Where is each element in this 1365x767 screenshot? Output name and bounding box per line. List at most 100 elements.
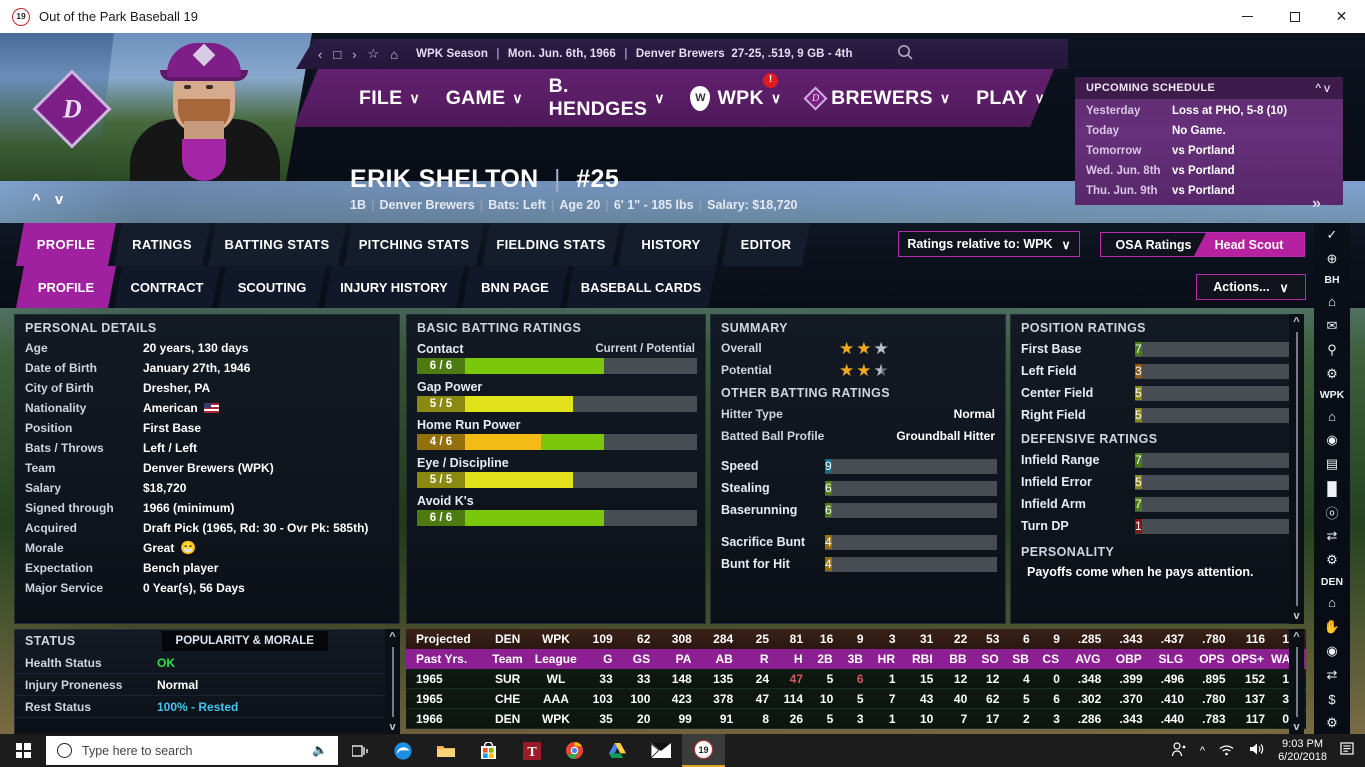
mail-icon[interactable] bbox=[639, 734, 682, 767]
tab-history[interactable]: HISTORY bbox=[618, 223, 724, 266]
stats-cell: .780 bbox=[1202, 632, 1226, 646]
schedule-row[interactable]: Thu. Jun. 9th vs Portland bbox=[1086, 181, 1336, 201]
trade-icon[interactable]: ⇄ bbox=[1326, 528, 1338, 544]
search-icon[interactable] bbox=[897, 44, 914, 64]
menu-item-file[interactable]: FILE ∨ bbox=[346, 87, 433, 110]
menu-item-game[interactable]: GAME ∨ bbox=[433, 87, 536, 110]
otp-baseball-icon[interactable]: 19 bbox=[682, 734, 725, 767]
menu-item-b-hendges[interactable]: B. HENDGES ∨ bbox=[536, 75, 678, 121]
location-icon[interactable]: ◉ bbox=[1326, 432, 1338, 448]
search-icon[interactable]: ⚲ bbox=[1327, 341, 1337, 357]
volume-icon[interactable] bbox=[1248, 742, 1265, 759]
notification-icon[interactable] bbox=[1340, 742, 1355, 759]
scroll-down-icon[interactable]: v bbox=[389, 721, 396, 733]
menu-item-wpk[interactable]: W WPK ∨! bbox=[677, 72, 794, 111]
stats-header-row[interactable]: Past Yrs. Team League G GS PA AB R H 2B 3B HR RBI BB S… bbox=[406, 649, 1306, 669]
summary-value: Normal bbox=[953, 407, 995, 421]
schedule-nav-arrows[interactable]: ^v bbox=[1315, 81, 1333, 95]
menu-item-brewers[interactable]: D BREWERS ∨ bbox=[794, 85, 963, 111]
t-app-icon[interactable]: T bbox=[510, 734, 553, 767]
tab-profile[interactable]: PROFILE bbox=[16, 223, 116, 266]
schedule-row[interactable]: Yesterday Loss at PHO, 5-8 (10) bbox=[1086, 101, 1336, 121]
chrome-icon[interactable] bbox=[553, 734, 596, 767]
file-explorer-icon[interactable] bbox=[424, 734, 467, 767]
card-icon[interactable]: ▤ bbox=[1325, 456, 1339, 472]
scroll-up-icon[interactable]: ^ bbox=[1293, 631, 1300, 643]
show-hidden-icons-icon[interactable]: ^ bbox=[1199, 744, 1206, 757]
stats-cell: 109 bbox=[592, 632, 613, 646]
taskbar-clock[interactable]: 9:03 PM 6/20/2018 bbox=[1278, 738, 1327, 764]
scroll-up-icon[interactable]: ^ bbox=[389, 631, 396, 643]
stats-cell: 26 bbox=[789, 711, 803, 726]
check-icon[interactable]: ✓ bbox=[1326, 227, 1338, 243]
taskbar-search[interactable]: Type here to search 🔈 bbox=[46, 736, 338, 765]
tab-fielding-stats[interactable]: FIELDING STATS bbox=[482, 223, 620, 266]
home-icon[interactable]: ⌂ bbox=[390, 46, 399, 62]
globe-icon[interactable]: ⊕ bbox=[1326, 251, 1338, 267]
schedule-row[interactable]: Wed. Jun. 8th vs Portland bbox=[1086, 161, 1336, 181]
home-icon[interactable]: ⌂ bbox=[1328, 294, 1336, 310]
stats-cell: 7 bbox=[888, 691, 896, 706]
scroll-up-icon[interactable]: ^ bbox=[1293, 316, 1300, 328]
page-icon[interactable]: □ bbox=[333, 46, 342, 62]
stats-scrollbar[interactable]: ^ v bbox=[1289, 629, 1304, 734]
gear-icon[interactable]: ⚙ bbox=[1326, 365, 1338, 381]
stats-cell: Projected bbox=[416, 632, 471, 646]
baseball-icon[interactable]: ⓞ bbox=[1325, 505, 1339, 521]
favorite-icon[interactable]: ☆ bbox=[367, 46, 380, 61]
drive-icon[interactable] bbox=[596, 734, 639, 767]
popularity-morale-tab[interactable]: POPULARITY & MORALE bbox=[161, 631, 328, 651]
people-icon[interactable] bbox=[1171, 741, 1187, 760]
subtab-profile[interactable]: PROFILE bbox=[16, 266, 116, 308]
chevron-down-icon: ∨ bbox=[654, 89, 665, 106]
task-view-icon[interactable] bbox=[338, 734, 381, 767]
tab-batting-stats[interactable]: BATTING STATS bbox=[208, 223, 346, 266]
position-rating-label: Infield Arm bbox=[1021, 497, 1086, 511]
actions-dropdown[interactable]: Actions... ∨ bbox=[1196, 274, 1306, 300]
microsoft-store-icon[interactable] bbox=[467, 734, 510, 767]
schedule-row[interactable]: Today No Game. bbox=[1086, 121, 1336, 141]
subtab-scouting[interactable]: SCOUTING bbox=[218, 266, 326, 308]
mail-icon[interactable]: ✉ bbox=[1326, 317, 1338, 333]
gear-icon[interactable]: ⚙ bbox=[1326, 552, 1338, 568]
detail-value: American bbox=[143, 401, 198, 415]
head-scout-option[interactable]: Head Scout bbox=[1194, 233, 1304, 256]
chart-icon[interactable]: █ bbox=[1327, 480, 1337, 496]
home-icon[interactable]: ⌂ bbox=[1328, 595, 1336, 611]
scroll-down-icon[interactable]: v bbox=[1293, 721, 1300, 733]
schedule-row[interactable]: Tomorrow vs Portland bbox=[1086, 141, 1336, 161]
back-icon[interactable]: ‹ bbox=[318, 46, 323, 62]
microphone-icon[interactable]: 🔈 bbox=[312, 743, 328, 757]
subtab-contract[interactable]: CONTRACT bbox=[114, 266, 220, 308]
schedule-expand-icon[interactable]: » bbox=[1312, 195, 1321, 212]
close-button[interactable]: ✕ bbox=[1335, 8, 1348, 24]
tab-pitching-stats[interactable]: PITCHING STATS bbox=[344, 223, 484, 266]
scroll-down-icon[interactable]: v bbox=[1293, 610, 1300, 622]
start-button[interactable] bbox=[0, 734, 46, 767]
detail-row: Signed through 1966 (minimum) bbox=[15, 498, 399, 518]
tab-editor[interactable]: EDITOR bbox=[722, 223, 810, 266]
ratings-relative-dropdown[interactable]: Ratings relative to: WPK ∨ bbox=[898, 231, 1080, 257]
menu-item-play[interactable]: PLAY ∨ bbox=[963, 87, 1054, 110]
location-icon[interactable]: ◉ bbox=[1326, 642, 1338, 658]
position-ratings-scrollbar[interactable]: ^ v bbox=[1289, 314, 1304, 624]
osa-ratings-option[interactable]: OSA Ratings bbox=[1101, 233, 1206, 256]
subtab-injury-history[interactable]: INJURY HISTORY bbox=[324, 266, 464, 308]
wifi-icon[interactable] bbox=[1218, 743, 1235, 759]
scout-source-toggle[interactable]: OSA Ratings Head Scout bbox=[1100, 232, 1305, 257]
player-nav-arrows[interactable]: ^ v bbox=[32, 191, 69, 208]
subtab-baseball-cards[interactable]: BASEBALL CARDS bbox=[566, 266, 716, 308]
summary-label: Hitter Type bbox=[721, 407, 783, 421]
gear-icon[interactable]: ⚙ bbox=[1326, 715, 1338, 731]
subtab-bnn-page[interactable]: BNN PAGE bbox=[462, 266, 568, 308]
lineup-icon[interactable]: ✋ bbox=[1323, 618, 1341, 634]
home-icon[interactable]: ⌂ bbox=[1328, 408, 1336, 424]
tab-ratings[interactable]: RATINGS bbox=[114, 223, 210, 266]
minimize-button[interactable] bbox=[1224, 0, 1271, 33]
trade-icon[interactable]: ⇄ bbox=[1326, 666, 1338, 682]
forward-icon[interactable]: › bbox=[352, 46, 357, 62]
finance-icon[interactable]: $ bbox=[1328, 691, 1336, 707]
maximize-button[interactable] bbox=[1271, 0, 1318, 33]
edge-icon[interactable] bbox=[381, 734, 424, 767]
status-scrollbar[interactable]: ^ v bbox=[385, 629, 400, 734]
